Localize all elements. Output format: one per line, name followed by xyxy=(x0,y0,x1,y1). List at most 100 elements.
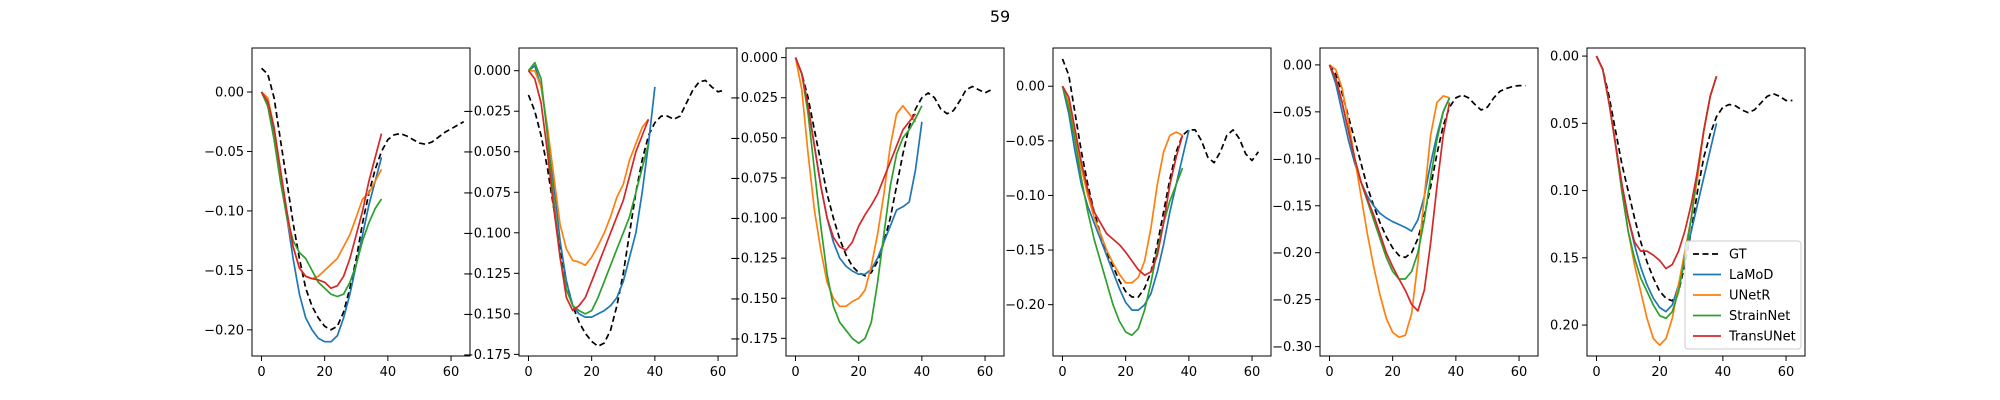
y-tick-label: −0.150 xyxy=(463,307,511,322)
series-line-strainnet xyxy=(1328,64,1451,280)
series-line-transunet xyxy=(260,91,383,290)
x-tick-label: 0 xyxy=(1592,365,1600,380)
y-tick-label: −0.20 xyxy=(1005,298,1045,313)
y-tick-label: −0.150 xyxy=(730,292,778,307)
axes-frame xyxy=(1319,47,1539,357)
x-tick-label: 60 xyxy=(977,365,994,380)
y-tick-label: −0.05 xyxy=(204,145,244,160)
x-tick-label: 0 xyxy=(257,365,265,380)
axes-frame xyxy=(785,47,1005,357)
y-tick-label: −0.05 xyxy=(1272,105,1312,120)
y-tick-label: −0.050 xyxy=(730,131,778,146)
y-tick-label: 0.00 xyxy=(1283,58,1312,73)
y-tick-label: −0.20 xyxy=(204,323,244,338)
series-line-transunet xyxy=(527,70,650,312)
legend-label-gt: GT xyxy=(1729,248,1747,263)
x-tick-label: 60 xyxy=(443,365,460,380)
y-tick-label: −0.05 xyxy=(1005,134,1045,149)
series-line-strainnet xyxy=(794,57,923,345)
axes-frame xyxy=(251,47,471,357)
figure-suptitle: 59 xyxy=(990,7,1010,26)
y-tick-label: −0.25 xyxy=(1272,293,1312,308)
x-tick-label: 60 xyxy=(1244,365,1261,380)
legend-label-transunet: TransUNet xyxy=(1728,330,1796,345)
legend: GT LaMoD UNetR StrainNet TransUNet xyxy=(1684,240,1802,350)
y-tick-label: −0.100 xyxy=(463,226,511,241)
subplot-4: 0 20 40 60 0.00 −0.05 −0.10 −0.15 −0.20 xyxy=(1005,47,1272,380)
y-tick-label: 0.10 xyxy=(1550,184,1579,199)
x-tick-label: 20 xyxy=(1384,365,1401,380)
series-group xyxy=(794,57,992,345)
legend-label-unetr: UNetR xyxy=(1729,289,1770,304)
series-line-strainnet xyxy=(1061,85,1184,337)
y-tick-label: −0.075 xyxy=(463,186,511,201)
series-line-unetr xyxy=(1328,64,1450,339)
x-tick-label: 0 xyxy=(791,365,799,380)
y-tick-label: −0.125 xyxy=(463,267,511,282)
x-tick-label: 40 xyxy=(380,365,397,380)
y-tick-label: −0.10 xyxy=(204,204,244,219)
x-tick-label: 40 xyxy=(914,365,931,380)
series-group xyxy=(1061,58,1260,337)
legend-label-strainnet: StrainNet xyxy=(1729,309,1790,324)
series-group xyxy=(1595,55,1793,347)
x-tick-label: 20 xyxy=(316,365,333,380)
y-tick-label: −0.025 xyxy=(463,105,511,120)
series-line-gt xyxy=(1061,58,1260,298)
y-tick-label: −0.10 xyxy=(1005,189,1045,204)
series-line-lamod xyxy=(1061,86,1190,311)
legend-label-lamod: LaMoD xyxy=(1729,268,1773,283)
x-tick-label: 40 xyxy=(1448,365,1465,380)
series-line-transunet xyxy=(1061,85,1184,277)
subplot-grid: 0 20 40 60 0.00 −0.05 −0.10 −0.15 −0.20 0 20 40 60 0.… xyxy=(204,47,1806,380)
series-line-gt xyxy=(794,57,992,277)
axes-frame xyxy=(1586,47,1806,357)
y-tick-label: −0.075 xyxy=(730,171,778,186)
series-line-gt xyxy=(527,79,725,348)
subplot-6: 0 20 40 60 0.00 0.05 0.10 0.15 0.20 xyxy=(1550,47,1806,380)
series-line-gt xyxy=(1328,64,1526,259)
series-line-strainnet xyxy=(527,61,650,315)
series-line-transunet xyxy=(794,57,917,251)
series-line-unetr xyxy=(1061,85,1183,284)
y-tick-label: −0.050 xyxy=(463,145,511,160)
y-tick-label: 0.00 xyxy=(1016,80,1045,95)
series-line-lamod xyxy=(1328,64,1451,232)
series-line-unetr xyxy=(794,57,917,308)
x-tick-label: 20 xyxy=(1651,365,1668,380)
legend-box xyxy=(1684,240,1802,350)
y-tick-label: −0.025 xyxy=(730,91,778,106)
subplot-3: 0 20 40 60 0.000 −0.025 −0.050 −0.075 −0.100 −0.1… xyxy=(730,47,1005,380)
subplot-5: 0 20 40 60 0.00 −0.05 −0.10 −0.15 −0.20 −0.25 −0.3… xyxy=(1272,47,1539,380)
y-tick-label: 0.000 xyxy=(741,51,778,66)
x-tick-label: 20 xyxy=(850,365,867,380)
y-tick-label: 0.00 xyxy=(215,86,244,101)
series-group xyxy=(1328,64,1526,339)
y-tick-label: −0.20 xyxy=(1272,246,1312,261)
x-tick-label: 20 xyxy=(583,365,600,380)
y-tick-label: −0.15 xyxy=(1272,199,1312,214)
y-tick-label: −0.175 xyxy=(463,348,511,363)
axes-frame xyxy=(1052,47,1272,357)
y-tick-label: 0.000 xyxy=(474,64,511,79)
series-line-gt xyxy=(1595,55,1793,302)
series-line-gt xyxy=(260,67,465,331)
series-line-unetr xyxy=(260,91,383,280)
series-group xyxy=(260,67,465,343)
x-tick-label: 0 xyxy=(1325,365,1333,380)
series-line-unetr xyxy=(528,69,650,267)
y-tick-label: 0.20 xyxy=(1550,319,1579,334)
x-tick-label: 40 xyxy=(1715,365,1732,380)
x-tick-label: 60 xyxy=(1778,365,1795,380)
y-tick-label: −0.15 xyxy=(1005,244,1045,259)
subplot-1: 0 20 40 60 0.00 −0.05 −0.10 −0.15 −0.20 xyxy=(204,47,471,380)
series-line-transunet xyxy=(1328,64,1451,312)
x-tick-label: 40 xyxy=(1181,365,1198,380)
y-tick-label: 0.15 xyxy=(1550,251,1579,266)
x-tick-label: 40 xyxy=(647,365,664,380)
axes-frame xyxy=(518,47,738,357)
x-tick-label: 20 xyxy=(1117,365,1134,380)
y-tick-label: −0.15 xyxy=(204,264,244,279)
y-tick-label: −0.30 xyxy=(1272,340,1312,355)
